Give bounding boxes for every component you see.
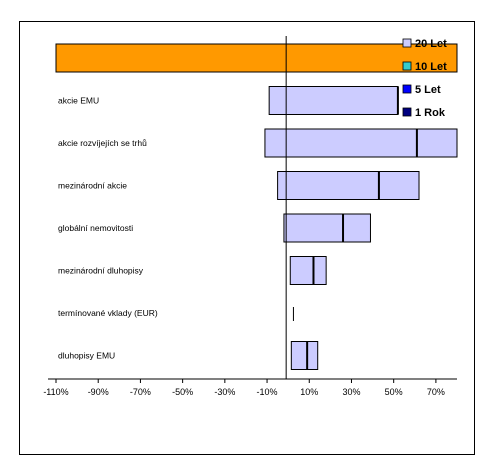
category-label-6: termínované vklady (EUR) bbox=[58, 308, 158, 318]
x-tick-label-1: -90% bbox=[88, 387, 109, 397]
category-label-1: akcie EMU bbox=[58, 96, 99, 106]
range-bar-5 bbox=[289, 256, 327, 285]
legend-swatch-2 bbox=[402, 84, 412, 94]
chart-frame: akcie EMU akcie rozvíjejích se trhů meziná… bbox=[19, 21, 475, 455]
category-label-2: akcie rozvíjejích se trhů bbox=[58, 138, 147, 148]
range-bar-3 bbox=[277, 171, 420, 200]
x-tick-label-8: 50% bbox=[385, 387, 403, 397]
category-label-5: mezinárodní dluhopisy bbox=[58, 266, 144, 276]
legend-label-3: 1 Rok bbox=[415, 107, 446, 119]
x-axis: -110% -90% -70% -50% -30% -10% 10% 30% 50% 70% bbox=[43, 378, 457, 397]
range-bar-7 bbox=[290, 341, 319, 370]
range-bar-0 bbox=[55, 43, 458, 73]
x-tick-label-4: -30% bbox=[214, 387, 235, 397]
legend-label-0: 20 Let bbox=[415, 38, 447, 50]
bars-layer: akcie EMU akcie rozvíjejích se trhů meziná… bbox=[55, 43, 458, 370]
x-tick-label-5: -10% bbox=[257, 387, 278, 397]
legend-label-1: 10 Let bbox=[415, 61, 447, 73]
x-tick-label-0: -110% bbox=[43, 387, 68, 397]
category-label-3: mezinárodní akcie bbox=[58, 181, 127, 191]
range-bar-chart: akcie EMU akcie rozvíjejích se trhů meziná… bbox=[43, 36, 458, 397]
x-tick-label-7: 30% bbox=[342, 387, 360, 397]
category-label-7: dluhopisy EMU bbox=[58, 351, 115, 361]
x-tick-label-3: -50% bbox=[172, 387, 193, 397]
x-tick-label-2: -70% bbox=[130, 387, 151, 397]
x-tick-label-6: 10% bbox=[300, 387, 318, 397]
range-bar-1 bbox=[268, 86, 399, 115]
legend-swatch-3 bbox=[402, 107, 412, 117]
x-tick-label-9: 70% bbox=[427, 387, 445, 397]
legend-swatch-0 bbox=[402, 38, 412, 48]
category-label-4: globální nemovitosti bbox=[58, 223, 133, 233]
legend-swatch-1 bbox=[402, 61, 412, 71]
legend-label-2: 5 Let bbox=[415, 84, 441, 96]
range-bar-2 bbox=[264, 128, 458, 158]
legend: 20 Let 10 Let 5 Let 1 Rok bbox=[402, 38, 447, 119]
range-bar-4 bbox=[283, 213, 371, 243]
